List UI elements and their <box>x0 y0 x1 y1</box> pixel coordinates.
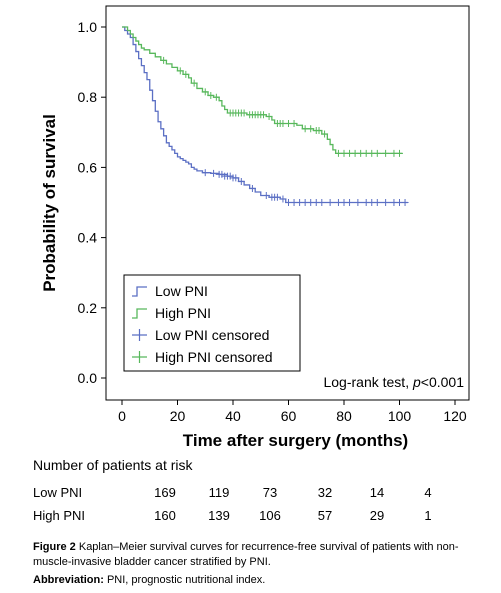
censor-mark <box>190 79 198 87</box>
axes: 0.0 0.2 0.4 0.6 0.8 1.0 0 20 40 60 80 100 120 <box>78 19 467 424</box>
risk-cell: 119 <box>208 485 230 500</box>
censor-mark <box>321 130 329 138</box>
censor-mark <box>354 199 362 206</box>
censor-mark <box>176 67 184 75</box>
censor-mark <box>232 174 240 182</box>
censor-mark <box>260 111 268 119</box>
risk-cell: 57 <box>317 508 333 523</box>
x-tick-label: 80 <box>336 408 352 424</box>
censor-mark <box>318 199 326 206</box>
abbreviation-note: Abbreviation: PNI, prognostic nutritiona… <box>33 573 473 588</box>
risk-table-header: Number of patients at risk <box>33 457 193 473</box>
legend-censor-swatch <box>132 329 147 341</box>
risk-cell: 73 <box>262 485 278 500</box>
x-tick-label: 20 <box>170 408 186 424</box>
x-tick-label: 40 <box>225 408 241 424</box>
legend-box <box>123 274 301 372</box>
censor-mark <box>210 169 218 177</box>
censor-mark <box>382 149 390 157</box>
censor-mark <box>382 199 390 206</box>
censor-mark <box>396 149 403 157</box>
legend-label: Low PNI censored <box>155 327 269 343</box>
censor-mark <box>346 199 354 206</box>
censor-mark <box>326 199 334 206</box>
figure-label: Figure 2 <box>33 541 76 553</box>
censor-mark <box>307 125 315 133</box>
censor-mark <box>207 91 215 99</box>
x-tick-label: 60 <box>281 408 297 424</box>
y-tick-label: 0.4 <box>78 230 98 246</box>
censor-mark <box>248 184 256 192</box>
legend-label: High PNI <box>155 305 211 321</box>
x-tick-label: 100 <box>388 408 412 424</box>
risk-cell: 169 <box>154 485 176 500</box>
risk-cell: 29 <box>369 508 385 523</box>
risk-row-label: High PNI <box>33 508 86 523</box>
risk-row-label: Low PNI <box>33 485 83 500</box>
censor-mark <box>212 93 220 101</box>
risk-cell: 160 <box>154 508 176 523</box>
censor-mark <box>401 199 409 206</box>
risk-cell: 32 <box>317 485 333 500</box>
censor-mark <box>237 177 245 185</box>
censor-mark <box>201 169 209 177</box>
logrank-annotation: Log-rank test, p<0.001 <box>323 374 464 390</box>
legend-censor-swatch <box>132 351 147 363</box>
risk-cell: 14 <box>369 485 385 500</box>
censor-mark <box>265 113 273 121</box>
censor-mark <box>182 70 190 78</box>
y-tick-label: 0.2 <box>78 300 98 316</box>
censor-mark <box>273 193 281 201</box>
abbreviation-label: Abbreviation: <box>33 574 104 586</box>
legend-step-swatch <box>132 308 147 319</box>
censor-mark <box>279 195 287 203</box>
legend-label: Low PNI <box>155 283 208 299</box>
legend: Low PNI High PNI Low PNI censored High PNI … <box>123 274 301 372</box>
y-axis-label: Probability of survival <box>40 114 59 292</box>
censor-mark <box>315 127 323 135</box>
risk-cell: 1 <box>424 508 432 523</box>
censor-mark <box>373 199 381 206</box>
censor-mark <box>290 120 298 128</box>
censor-marks <box>160 56 409 206</box>
censor-mark <box>201 88 209 96</box>
risk-cell: 139 <box>208 508 230 523</box>
y-tick-label: 1.0 <box>78 19 98 35</box>
risk-cell: 106 <box>259 508 281 523</box>
y-tick-label: 0.8 <box>78 89 98 105</box>
figure-text: Kaplan–Meier survival curves for recurre… <box>33 541 459 568</box>
censor-mark <box>160 56 168 64</box>
km-chart: 0.0 0.2 0.4 0.6 0.8 1.0 0 20 40 60 80 100 120 Low PN… <box>40 5 470 450</box>
abbreviation-text: PNI, prognostic nutritional index. <box>103 574 266 586</box>
risk-cell: 4 <box>424 485 432 500</box>
x-tick-label: 120 <box>443 408 467 424</box>
legend-label: High PNI censored <box>155 349 273 365</box>
censor-mark <box>373 149 381 157</box>
x-axis-label: Time after surgery (months) <box>183 431 408 450</box>
censor-mark <box>262 191 270 199</box>
x-tick-label: 0 <box>118 408 126 424</box>
y-tick-label: 0.0 <box>78 370 98 386</box>
censor-mark <box>240 109 248 117</box>
curve-low-pni <box>122 26 408 204</box>
legend-step-swatch <box>132 286 147 297</box>
y-tick-label: 0.6 <box>78 159 98 175</box>
figure-caption: Figure 2 Kaplan–Meier survival curves fo… <box>33 540 473 570</box>
